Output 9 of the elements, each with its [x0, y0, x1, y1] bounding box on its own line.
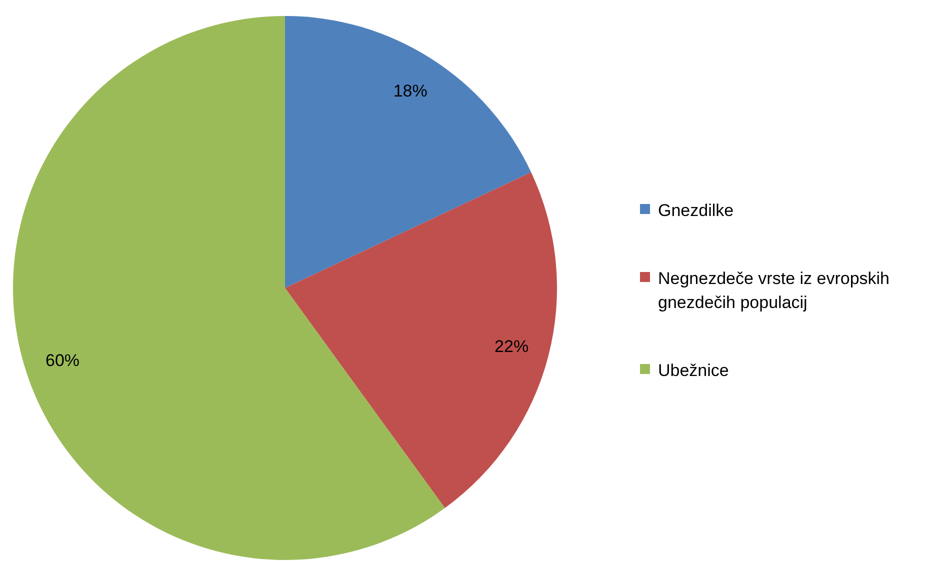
data-label: 18% [393, 81, 428, 100]
data-label: 60% [46, 351, 80, 370]
data-label: 22% [494, 337, 529, 356]
pie-slice [285, 172, 556, 508]
pie-slice [285, 16, 532, 288]
legend-label: Gnezdilke [658, 200, 734, 220]
legend-label: Negnezdeče vrste iz evropskih gnezdečih populacij [658, 268, 890, 312]
pie-slice [13, 16, 445, 560]
legend-label: Ubežnice [658, 360, 729, 380]
